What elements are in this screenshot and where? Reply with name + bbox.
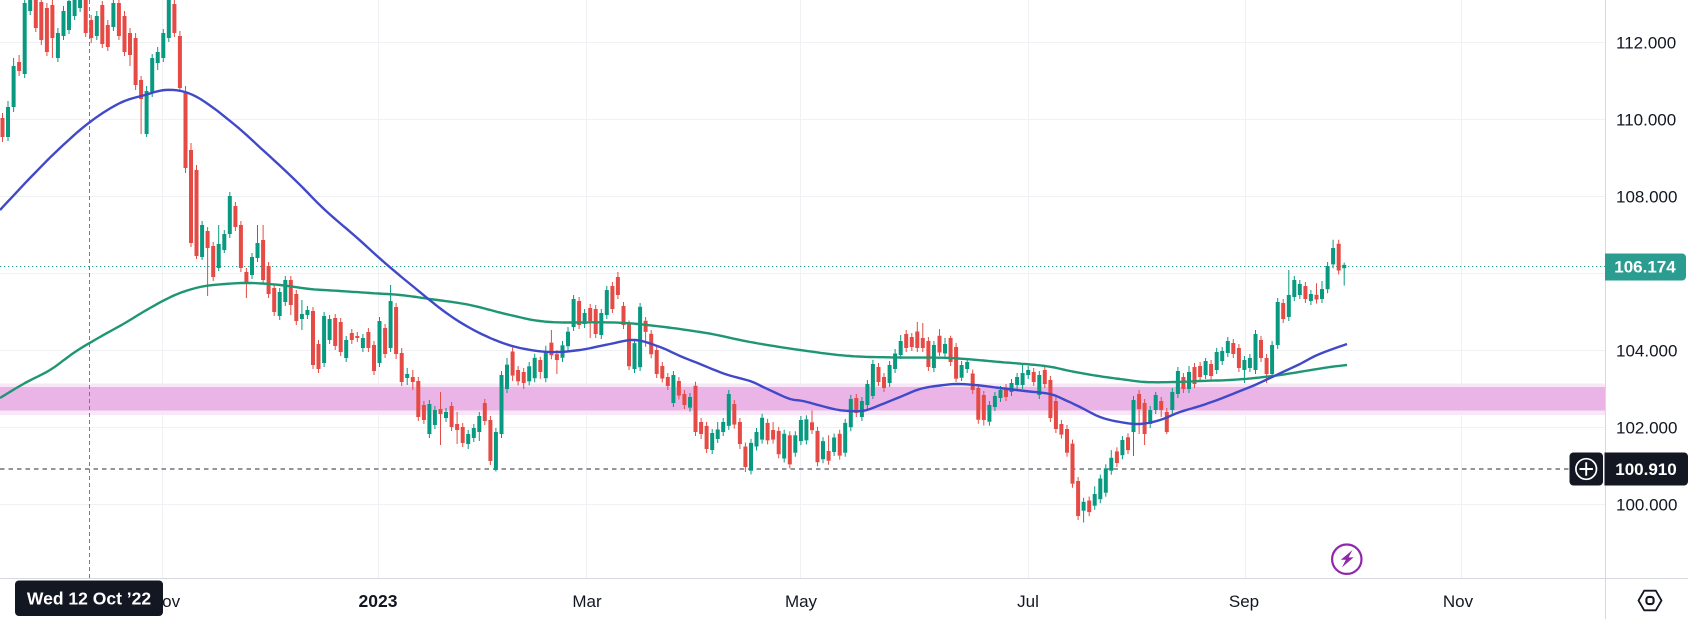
svg-text:Jul: Jul xyxy=(1017,592,1039,611)
svg-text:Nov: Nov xyxy=(1443,592,1474,611)
svg-text:102.000: 102.000 xyxy=(1616,419,1677,438)
svg-text:104.000: 104.000 xyxy=(1616,342,1677,361)
svg-text:108.000: 108.000 xyxy=(1616,188,1677,207)
svg-text:106.174: 106.174 xyxy=(1614,258,1676,277)
svg-text:112.000: 112.000 xyxy=(1616,34,1676,53)
svg-text:110.000: 110.000 xyxy=(1616,111,1676,130)
svg-text:100.000: 100.000 xyxy=(1616,496,1677,515)
svg-text:100.910: 100.910 xyxy=(1615,460,1676,479)
svg-text:2023: 2023 xyxy=(359,591,398,611)
svg-text:Sep: Sep xyxy=(1229,592,1259,611)
svg-text:May: May xyxy=(785,592,818,611)
svg-text:Wed 12 Oct ’22: Wed 12 Oct ’22 xyxy=(27,589,151,609)
svg-text:Mar: Mar xyxy=(572,592,602,611)
